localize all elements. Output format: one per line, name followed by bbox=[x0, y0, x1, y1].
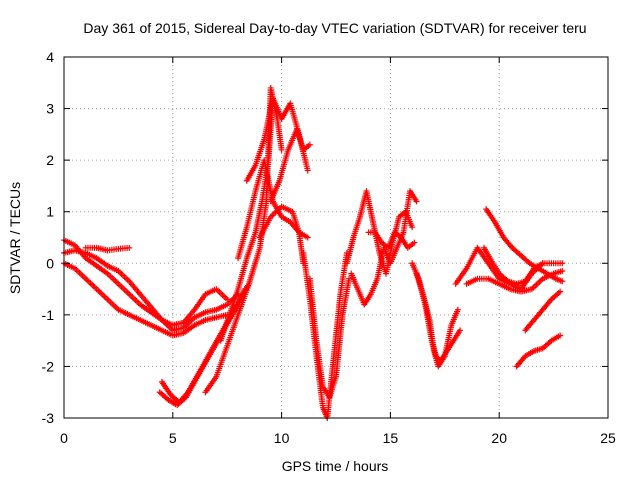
series-track-12 bbox=[256, 203, 307, 267]
series-track-2 bbox=[61, 247, 242, 334]
data-point bbox=[539, 260, 546, 267]
series-track-16 bbox=[348, 188, 420, 308]
y-tick-label: 4 bbox=[46, 49, 54, 65]
data-marks bbox=[61, 84, 566, 421]
series-track-4 bbox=[82, 244, 133, 254]
x-tick-label: 20 bbox=[491, 430, 507, 446]
data-point bbox=[224, 296, 231, 303]
data-point bbox=[306, 141, 313, 148]
x-axis-label: GPS time / hours bbox=[282, 458, 389, 474]
y-tick-label: 3 bbox=[46, 101, 54, 117]
series-track-22 bbox=[480, 244, 546, 287]
x-tick-label: 5 bbox=[169, 430, 177, 446]
data-point bbox=[304, 167, 311, 174]
y-tick-labels: -3 -2 -1 0 1 2 3 4 bbox=[42, 49, 55, 426]
data-point bbox=[346, 275, 353, 282]
series-track-10 bbox=[243, 95, 311, 184]
data-point bbox=[559, 278, 566, 285]
y-tick-label: 0 bbox=[46, 255, 54, 271]
y-axis-label: SDTVAR / TECUs bbox=[7, 182, 23, 294]
y-tick-label: 1 bbox=[46, 204, 54, 220]
x-tick-label: 25 bbox=[600, 430, 616, 446]
data-point bbox=[557, 332, 564, 339]
x-tick-label: 0 bbox=[60, 430, 68, 446]
data-point bbox=[278, 146, 285, 153]
plot-frame bbox=[63, 56, 609, 419]
series-track-24 bbox=[513, 332, 564, 370]
data-point bbox=[413, 198, 420, 205]
series-track-9 bbox=[235, 157, 311, 262]
data-point bbox=[457, 327, 464, 334]
data-point bbox=[559, 268, 566, 275]
x-tick-label: 10 bbox=[274, 430, 290, 446]
series-track-25 bbox=[522, 288, 564, 334]
data-point bbox=[454, 306, 461, 313]
y-tick-label: -3 bbox=[42, 410, 55, 426]
series-track-20 bbox=[452, 244, 566, 293]
series-track-23 bbox=[483, 206, 566, 285]
data-point bbox=[126, 244, 133, 251]
data-point bbox=[559, 260, 566, 267]
axis-ticks bbox=[63, 56, 609, 419]
x-tick-labels: 0 5 10 15 20 25 bbox=[60, 430, 616, 446]
y-tick-label: 2 bbox=[46, 152, 54, 168]
series-track-14 bbox=[306, 275, 353, 401]
data-point bbox=[304, 234, 311, 241]
y-tick-label: -2 bbox=[42, 358, 55, 374]
series-track-11 bbox=[267, 126, 313, 205]
x-tick-label: 15 bbox=[383, 430, 399, 446]
y-tick-label: -1 bbox=[42, 307, 55, 323]
series-track-17 bbox=[365, 229, 418, 251]
data-point bbox=[557, 288, 564, 295]
series-track-6 bbox=[158, 280, 252, 406]
data-point bbox=[411, 239, 418, 246]
chart-title: Day 361 of 2015, Sidereal Day-to-day VTE… bbox=[83, 20, 586, 36]
series-track-19 bbox=[413, 270, 461, 370]
data-point bbox=[409, 224, 416, 231]
series-track-13 bbox=[300, 249, 350, 421]
